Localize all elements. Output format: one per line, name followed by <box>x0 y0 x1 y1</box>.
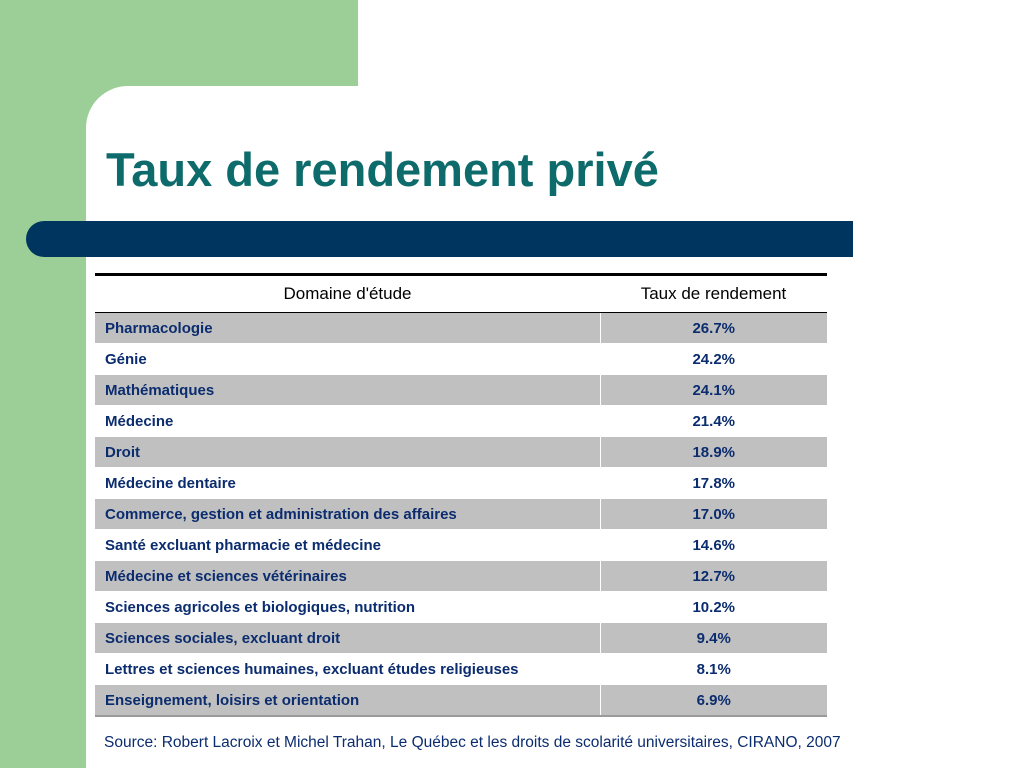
header-domaine: Domaine d'étude <box>95 273 600 313</box>
table-row: Sciences sociales, excluant droit 9.4% <box>95 622 827 654</box>
rate-cell: 9.4% <box>600 622 827 654</box>
domain-cell: Médecine et sciences vétérinaires <box>95 560 601 592</box>
rate-cell: 18.9% <box>600 436 827 468</box>
table-row: Enseignement, loisirs et orientation 6.9… <box>95 684 827 717</box>
rate-cell: 14.6% <box>600 529 827 561</box>
accent-bar <box>26 221 853 257</box>
slide-title: Taux de rendement privé <box>106 143 659 196</box>
table-row: Génie 24.2% <box>95 343 827 375</box>
table-header-row: Domaine d'étude Taux de rendement <box>95 273 827 313</box>
rate-cell: 10.2% <box>600 591 827 623</box>
rate-cell: 24.1% <box>600 374 827 406</box>
rate-cell: 8.1% <box>600 653 827 685</box>
domain-cell: Pharmacologie <box>95 312 601 344</box>
table-row: Commerce, gestion et administration des … <box>95 498 827 530</box>
rate-cell: 6.9% <box>600 684 827 717</box>
domain-cell: Génie <box>95 343 601 375</box>
domain-cell: Mathématiques <box>95 374 601 406</box>
header-taux: Taux de rendement <box>600 273 827 313</box>
table-row: Pharmacologie 26.7% <box>95 312 827 344</box>
table-row: Médecine dentaire 17.8% <box>95 467 827 499</box>
rate-table: Domaine d'étude Taux de rendement Pharma… <box>95 273 827 717</box>
domain-cell: Lettres et sciences humaines, excluant é… <box>95 653 601 685</box>
source-citation: Source: Robert Lacroix et Michel Trahan,… <box>104 734 841 751</box>
rate-cell: 24.2% <box>600 343 827 375</box>
domain-cell: Commerce, gestion et administration des … <box>95 498 601 530</box>
domain-cell: Droit <box>95 436 601 468</box>
domain-cell: Santé excluant pharmacie et médecine <box>95 529 601 561</box>
domain-cell: Médecine <box>95 405 601 437</box>
domain-cell: Sciences agricoles et biologiques, nutri… <box>95 591 601 623</box>
rate-cell: 17.8% <box>600 467 827 499</box>
domain-cell: Sciences sociales, excluant droit <box>95 622 601 654</box>
rate-cell: 26.7% <box>600 312 827 344</box>
table-row: Médecine et sciences vétérinaires 12.7% <box>95 560 827 592</box>
table-row: Santé excluant pharmacie et médecine 14.… <box>95 529 827 561</box>
table-row: Mathématiques 24.1% <box>95 374 827 406</box>
domain-cell: Enseignement, loisirs et orientation <box>95 684 601 717</box>
rate-cell: 17.0% <box>600 498 827 530</box>
table-row: Lettres et sciences humaines, excluant é… <box>95 653 827 685</box>
domain-cell: Médecine dentaire <box>95 467 601 499</box>
table-row: Sciences agricoles et biologiques, nutri… <box>95 591 827 623</box>
table-row: Droit 18.9% <box>95 436 827 468</box>
rate-cell: 21.4% <box>600 405 827 437</box>
rate-cell: 12.7% <box>600 560 827 592</box>
table-row: Médecine 21.4% <box>95 405 827 437</box>
